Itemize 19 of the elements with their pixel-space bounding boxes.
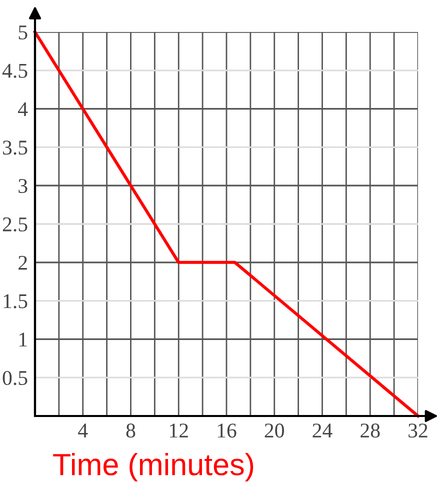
y-tick-label: 1.5	[4, 294, 28, 308]
x-tick-label: 12	[170, 424, 188, 438]
x-tick-label: 32	[408, 424, 428, 438]
y-tick-label: 1	[19, 332, 27, 346]
y-tick-label: 3	[18, 179, 28, 194]
x-axis-title: Time (minutes)	[53, 452, 254, 482]
y-tick-label: 0.5	[2, 370, 28, 386]
x-tick-label: 8	[126, 424, 136, 438]
y-tick-label: 2	[18, 256, 27, 270]
x-tick-label: 16	[218, 424, 236, 438]
y-tick-label: 4.5	[2, 64, 28, 78]
x-tick-label: 24	[312, 424, 332, 438]
y-tick-label: 2.5	[2, 217, 28, 232]
y-tick-label: 3.5	[3, 140, 28, 155]
x-tick-label: 4	[78, 424, 88, 438]
x-tick-label: 28	[360, 424, 380, 438]
x-tick-label: 20	[264, 424, 284, 438]
y-tick-label: 4	[18, 102, 28, 116]
y-tick-label: 5	[18, 26, 28, 40]
